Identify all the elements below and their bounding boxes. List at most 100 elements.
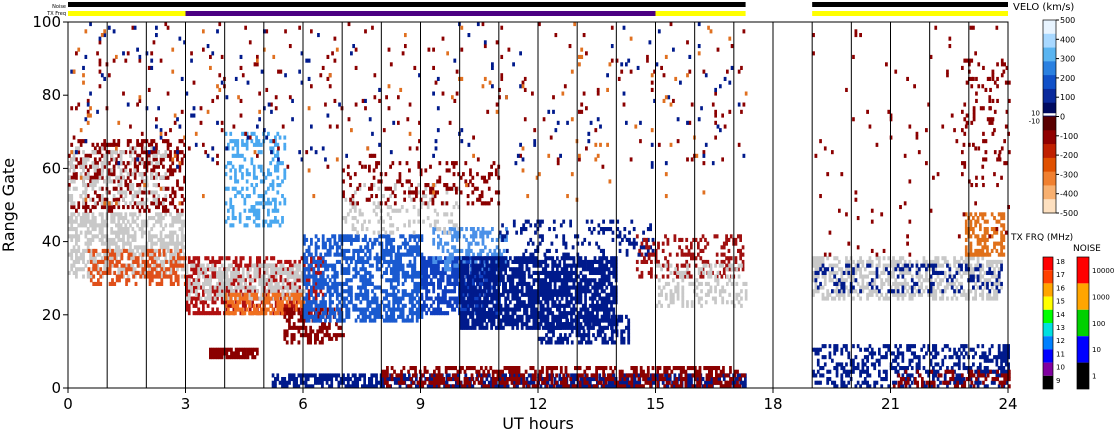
echo-pixel [437, 263, 440, 268]
noise-bar-segment-1 [812, 2, 1008, 7]
echo-pixel [584, 274, 587, 279]
echo-pixel [84, 230, 88, 235]
echo-pixel [361, 248, 365, 253]
echo-pixel [335, 296, 339, 301]
echo-pixel [499, 307, 503, 312]
echo-pixel [162, 216, 165, 221]
echo-pixel [323, 333, 327, 338]
echo-pixel [292, 311, 296, 316]
echo-pixel [513, 322, 517, 327]
echo-pixel [202, 270, 205, 275]
echo-pixel [133, 194, 137, 199]
echo-pixel [150, 201, 154, 206]
echo-pixel [187, 307, 191, 312]
echo-pixel [385, 241, 388, 246]
echo-pixel [305, 300, 309, 305]
echo-pixel [176, 241, 179, 246]
echo-pixel [427, 281, 431, 286]
echo-pixel [371, 307, 374, 312]
echo-pixel [576, 234, 580, 239]
echo-pixel [290, 325, 294, 330]
echo-pixel [225, 281, 229, 286]
echo-pixel [389, 281, 393, 286]
echo-pixel [104, 248, 107, 253]
echo-pixel [112, 197, 116, 202]
echo-pixel [513, 270, 517, 275]
echo-pixel [274, 201, 277, 206]
echo-pixel [127, 252, 131, 257]
echo-pixel [357, 292, 360, 297]
echo-pixel [541, 311, 545, 316]
echo-pixel [164, 223, 168, 228]
echo-pixel [281, 300, 284, 305]
echo-pixel [115, 263, 119, 268]
echo-pixel [159, 270, 163, 275]
echo-pixel [231, 205, 235, 210]
echo-pixel [579, 296, 583, 301]
echo-pixel [252, 296, 256, 301]
echo-pixel [425, 311, 428, 316]
echo-pixel [467, 259, 471, 264]
echo-pixel [143, 245, 146, 250]
txfreq-header-label: TX Freq [46, 11, 66, 17]
echo-pixel [176, 157, 179, 162]
echo-pixel [492, 289, 496, 294]
echo-pixel [554, 325, 558, 330]
echo-pixel [451, 267, 454, 272]
echo-pixel [234, 179, 237, 184]
echo-pixel [166, 175, 170, 180]
echo-pixel [446, 278, 450, 283]
echo-pixel [75, 256, 78, 261]
echo-pixel [502, 281, 505, 286]
echo-pixel [230, 303, 233, 308]
echo-pixel [644, 252, 648, 257]
echo-pixel [171, 186, 175, 191]
echo-pixel [260, 274, 264, 279]
echo-pixel [545, 325, 548, 330]
echo-pixel [263, 281, 266, 286]
echo-pixel [596, 267, 599, 272]
echo-pixel [324, 307, 327, 312]
echo-pixel [227, 267, 231, 272]
echo-pixel [303, 303, 306, 308]
echo-pixel [571, 245, 575, 250]
echo-pixel [274, 300, 278, 305]
echo-pixel [229, 175, 233, 180]
echo-pixel [577, 289, 580, 294]
echo-pixel [598, 322, 601, 327]
echo-pixel [537, 285, 540, 290]
echo-pixel [556, 318, 560, 323]
echo-pixel [434, 267, 438, 272]
echo-pixel [86, 230, 90, 235]
echo-pixel [337, 333, 341, 338]
echo-pixel [437, 300, 440, 305]
echo-pixel [131, 150, 135, 155]
echo-pixel [354, 318, 358, 323]
echo-pixel [558, 311, 562, 316]
echo-pixel [180, 186, 184, 191]
echo-pixel [558, 270, 562, 275]
echo-pixel [565, 270, 569, 275]
echo-pixel [625, 248, 629, 253]
echo-pixel [70, 227, 74, 232]
echo-pixel [513, 267, 517, 272]
echo-pixel [257, 139, 261, 144]
echo-pixel [84, 234, 88, 239]
echo-pixel [276, 296, 280, 301]
echo-pixel [129, 146, 132, 151]
echo-pixel [310, 300, 313, 305]
echo-pixel [136, 153, 139, 158]
echo-pixel [169, 278, 173, 283]
echo-pixel [333, 314, 337, 319]
echo-pixel [245, 131, 249, 136]
echo-pixel [108, 270, 112, 275]
echo-pixel [469, 278, 472, 283]
echo-pixel [556, 296, 559, 301]
echo-pixel [532, 318, 536, 323]
echo-pixel [112, 219, 116, 224]
echo-pixel [476, 267, 479, 272]
echo-pixel [406, 270, 410, 275]
echo-pixel [120, 270, 124, 275]
echo-pixel [446, 303, 450, 308]
echo-pixel [560, 285, 564, 290]
